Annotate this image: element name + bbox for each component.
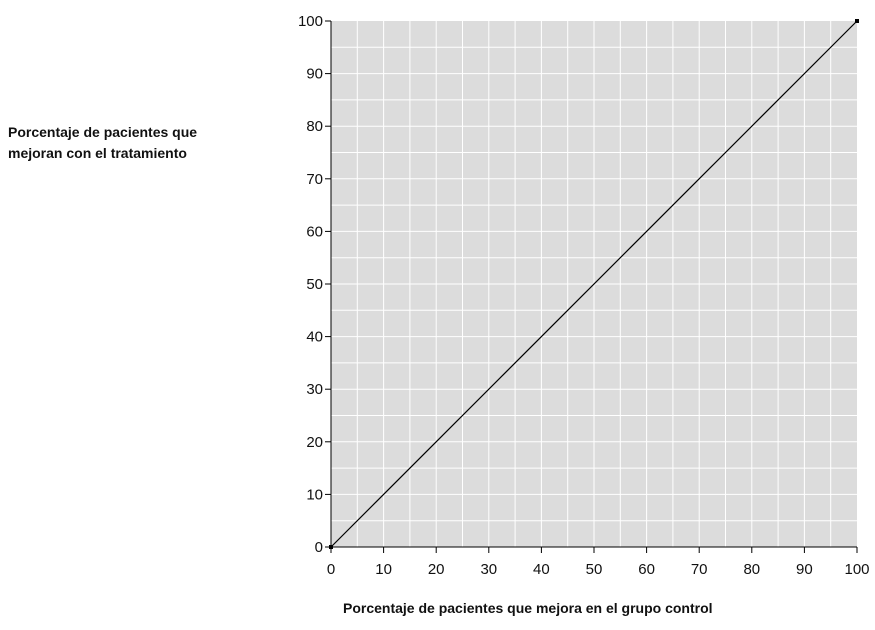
x-tick-label: 60	[638, 561, 655, 578]
y-tick-label: 100	[298, 13, 323, 30]
y-tick-label: 20	[306, 434, 323, 451]
x-tick-label: 90	[796, 561, 813, 578]
x-tick-label: 80	[743, 561, 760, 578]
y-tick-label: 80	[306, 118, 323, 135]
y-axis-label-line-1: Porcentaje de pacientes que	[8, 124, 198, 140]
x-tick-label: 10	[375, 561, 392, 578]
y-tick-label: 40	[306, 329, 323, 346]
data-point	[855, 19, 859, 23]
x-axis-label: Porcentaje de pacientes que mejora en el…	[343, 600, 713, 616]
y-tick-label: 50	[306, 276, 323, 293]
x-tick-label: 100	[844, 561, 869, 578]
x-tick-label: 30	[480, 561, 497, 578]
series-line	[330, 20, 858, 548]
x-tick-label: 70	[691, 561, 708, 578]
data-point	[329, 545, 333, 549]
y-axis-label: Porcentaje de pacientes que mejoran con …	[8, 122, 197, 164]
y-tick-label: 10	[306, 486, 323, 503]
x-tick-label: 20	[428, 561, 445, 578]
x-tick-label: 40	[533, 561, 550, 578]
x-tick-label: 50	[586, 561, 603, 578]
y-tick-label: 0	[315, 539, 323, 556]
y-tick-label: 90	[306, 66, 323, 83]
y-tick-label: 30	[306, 381, 323, 398]
y-axis-label-line-2: mejoran con el tratamiento	[8, 145, 187, 161]
x-tick-label: 0	[327, 561, 335, 578]
y-tick-label: 60	[306, 223, 323, 240]
y-tick-label: 70	[306, 171, 323, 188]
